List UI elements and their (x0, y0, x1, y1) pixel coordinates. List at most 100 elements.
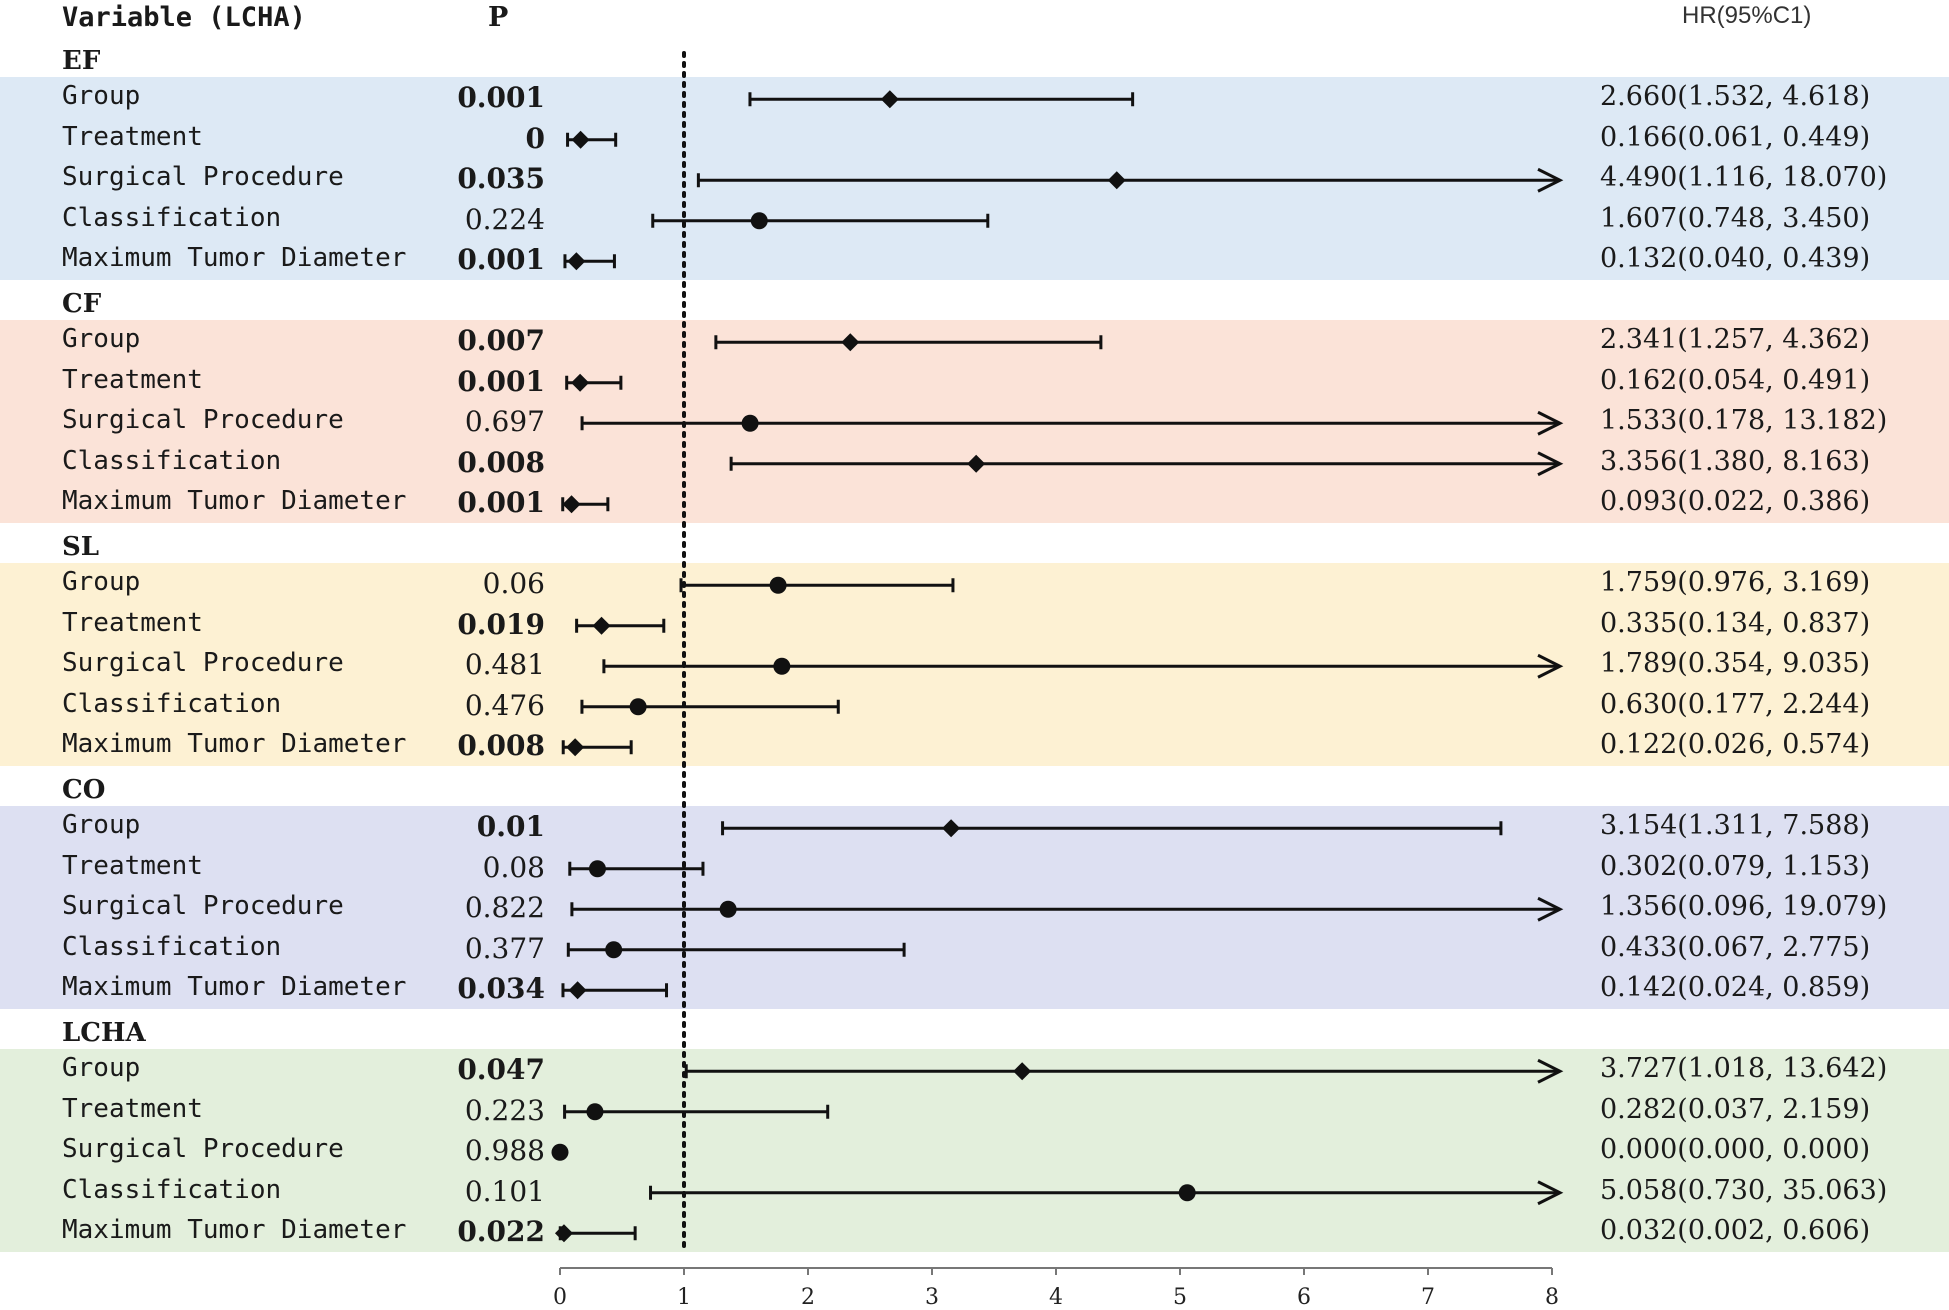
variable-label: Classification (62, 688, 282, 719)
table-row: Surgical Procedure 0.481 1.789(0.354, 9.03… (0, 644, 1949, 684)
table-row: Surgical Procedure 0.697 1.533(0.178, 13.1… (0, 401, 1949, 441)
variable-label: Treatment (62, 364, 203, 395)
table-row: Treatment 0.08 0.302(0.079, 1.153) (0, 847, 1949, 887)
p-value: 0.035 (457, 162, 545, 195)
p-value: 0.022 (457, 1215, 545, 1248)
table-row: Maximum Tumor Diameter 0.008 0.122(0.026, … (0, 725, 1949, 765)
table-row: Treatment 0.223 0.282(0.037, 2.159) (0, 1090, 1949, 1130)
p-value: 0.377 (464, 931, 545, 965)
hr-point (719, 900, 737, 918)
p-value: 0.001 (457, 243, 545, 276)
hr-ci-text: 1.533(0.178, 13.182) (1600, 405, 1888, 436)
ci-arrow (1537, 896, 1564, 922)
x-tick-label: 3 (925, 1285, 939, 1310)
table-row: Treatment 0 0.166(0.061, 0.449) (0, 118, 1949, 158)
hr-point (592, 616, 611, 635)
variable-label: Treatment (62, 1093, 203, 1124)
table-row: Classification 0.377 0.433(0.067, 2.775) (0, 928, 1949, 968)
hr-ci-text: 1.356(0.096, 19.079) (1600, 891, 1888, 922)
variable-label: Classification (62, 1174, 282, 1205)
hr-ci-text: 0.282(0.037, 2.159) (1600, 1093, 1871, 1125)
hr-point (588, 860, 606, 878)
table-row: Maximum Tumor Diameter 0.001 0.093(0.022, … (0, 482, 1949, 522)
p-value: 0.06 (482, 567, 545, 600)
p-value: 0.01 (476, 810, 545, 843)
hr-ci-text: 0.142(0.024, 0.859) (1600, 972, 1871, 1003)
p-value: 0.001 (457, 364, 545, 398)
variable-label: Maximum Tumor Diameter (62, 729, 407, 759)
band-cf (0, 320, 1949, 523)
p-value: 0.019 (457, 607, 545, 641)
table-row: Surgical Procedure 0.035 4.490(1.116, 18.0… (0, 158, 1949, 198)
variable-label: Classification (62, 445, 282, 476)
x-tick-label: 0 (553, 1285, 567, 1310)
variable-label: Group (62, 324, 141, 354)
ci-arrow (1537, 1058, 1564, 1084)
table-row: Surgical Procedure 0.822 1.356(0.096, 19.0… (0, 887, 1949, 927)
group-title-lcha: LCHA (62, 1018, 146, 1048)
p-value: 0.101 (464, 1174, 545, 1208)
variable-label: Surgical Procedure (62, 162, 344, 192)
p-value: 0.476 (464, 688, 545, 722)
band-sl (0, 563, 1949, 766)
hr-ci-text: 4.490(1.116, 18.070) (1600, 162, 1888, 193)
hr-point (605, 941, 623, 959)
header-hr: HR(95%C1) (1682, 2, 1812, 29)
hr-ci-text: 0.032(0.002, 0.606) (1600, 1215, 1871, 1246)
p-value: 0.001 (457, 81, 545, 114)
p-value: 0.697 (464, 405, 545, 438)
table-row: Group 0.06 1.759(0.976, 3.169) (0, 563, 1949, 603)
header-p: P (488, 2, 509, 33)
p-value: 0.481 (464, 648, 545, 681)
band-co (0, 806, 1949, 1009)
x-tick-label: 4 (1049, 1285, 1063, 1310)
p-value: 0.822 (464, 891, 545, 924)
hr-point (750, 212, 768, 230)
header-variable: Variable (LCHA) (62, 2, 306, 33)
p-value: 0.034 (457, 972, 545, 1005)
group-title-cf: CF (62, 289, 102, 319)
x-tick-label: 1 (677, 1285, 691, 1310)
hr-point (551, 1143, 569, 1161)
band-lcha (0, 1049, 1949, 1252)
table-row: Treatment 0.019 0.335(0.134, 0.837) (0, 604, 1949, 644)
variable-label: Classification (62, 202, 282, 233)
p-value: 0.988 (464, 1134, 545, 1167)
group-title-sl: SL (62, 532, 100, 562)
variable-label: Classification (62, 931, 282, 962)
group-title-ef: EF (62, 46, 101, 76)
band-ef (0, 77, 1949, 280)
variable-label: Group (62, 81, 141, 111)
table-row: Maximum Tumor Diameter 0.022 0.032(0.002, … (0, 1211, 1949, 1251)
hr-point (1178, 1184, 1196, 1202)
variable-label: Treatment (62, 121, 203, 152)
hr-point (880, 90, 899, 109)
table-row: Maximum Tumor Diameter 0.034 0.142(0.024, … (0, 968, 1949, 1008)
table-row: Group 0.01 3.154(1.311, 7.588) (0, 806, 1949, 846)
ci-arrow (1537, 410, 1564, 436)
ci-arrow (1537, 653, 1564, 679)
hr-point (566, 738, 585, 757)
hr-point (568, 981, 587, 1000)
hr-point (571, 130, 590, 149)
p-value: 0.224 (464, 202, 545, 236)
hr-point (586, 1103, 604, 1121)
hr-point (967, 454, 986, 473)
hr-point (567, 252, 586, 271)
hr-ci-text: 0.166(0.061, 0.449) (1600, 121, 1871, 153)
hr-ci-text: 0.162(0.054, 0.491) (1600, 364, 1871, 396)
table-row: Classification 0.224 1.607(0.748, 3.450) (0, 199, 1949, 239)
variable-label: Treatment (62, 850, 203, 881)
table-row: Group 0.001 2.660(1.532, 4.618) (0, 77, 1949, 117)
variable-label: Treatment (62, 607, 203, 638)
hr-point (1107, 171, 1126, 190)
table-row: Classification 0.101 5.058(0.730, 35.063) (0, 1171, 1949, 1211)
ci-arrow (1537, 451, 1564, 477)
x-tick-label: 2 (801, 1285, 815, 1310)
variable-label: Group (62, 567, 141, 597)
p-value: 0.007 (457, 324, 545, 357)
variable-label: Surgical Procedure (62, 1134, 344, 1164)
hr-ci-text: 1.759(0.976, 3.169) (1600, 567, 1871, 598)
variable-label: Maximum Tumor Diameter (62, 1215, 407, 1245)
